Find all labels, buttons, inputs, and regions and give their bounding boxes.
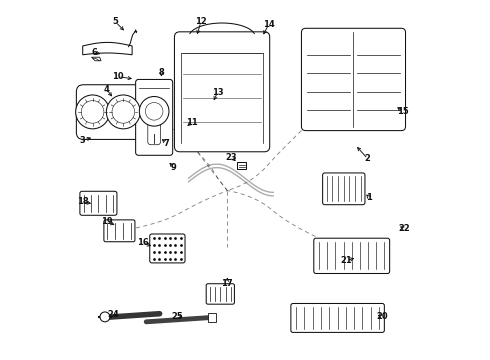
- Text: 21: 21: [341, 256, 352, 265]
- Text: 22: 22: [398, 224, 410, 233]
- Text: 10: 10: [112, 72, 124, 81]
- FancyBboxPatch shape: [76, 85, 156, 139]
- FancyBboxPatch shape: [80, 191, 117, 215]
- FancyBboxPatch shape: [148, 122, 161, 145]
- Circle shape: [106, 95, 140, 129]
- Text: 23: 23: [225, 153, 237, 162]
- Text: 4: 4: [104, 85, 110, 94]
- Text: 13: 13: [212, 88, 223, 97]
- Text: 15: 15: [397, 107, 409, 116]
- FancyBboxPatch shape: [322, 173, 365, 205]
- Text: 9: 9: [171, 163, 176, 172]
- FancyBboxPatch shape: [174, 32, 270, 152]
- Text: 5: 5: [113, 17, 119, 26]
- Text: 24: 24: [107, 310, 119, 319]
- FancyBboxPatch shape: [104, 220, 135, 242]
- Text: 12: 12: [195, 17, 207, 26]
- Text: 7: 7: [164, 139, 170, 148]
- Circle shape: [100, 312, 110, 322]
- Circle shape: [75, 95, 110, 129]
- FancyBboxPatch shape: [150, 234, 185, 263]
- Circle shape: [146, 103, 163, 120]
- FancyBboxPatch shape: [206, 284, 234, 304]
- Text: 1: 1: [366, 193, 372, 202]
- Text: 2: 2: [365, 154, 371, 163]
- Text: 6: 6: [91, 48, 97, 57]
- Polygon shape: [83, 42, 132, 55]
- Text: 14: 14: [263, 19, 275, 28]
- Text: 25: 25: [172, 312, 183, 321]
- Circle shape: [139, 96, 169, 126]
- FancyBboxPatch shape: [314, 238, 390, 274]
- Text: 18: 18: [77, 197, 89, 206]
- Text: 11: 11: [186, 118, 198, 127]
- Text: 19: 19: [101, 217, 113, 226]
- Text: 16: 16: [137, 238, 148, 247]
- Circle shape: [112, 101, 135, 123]
- FancyBboxPatch shape: [291, 303, 384, 332]
- Text: 8: 8: [158, 68, 164, 77]
- FancyBboxPatch shape: [136, 80, 172, 155]
- Polygon shape: [92, 57, 101, 61]
- Bar: [208, 313, 216, 322]
- Text: 17: 17: [221, 279, 232, 288]
- FancyBboxPatch shape: [301, 28, 406, 131]
- Bar: [237, 162, 246, 170]
- Circle shape: [81, 101, 104, 123]
- Text: 3: 3: [79, 136, 85, 145]
- Text: 20: 20: [377, 312, 389, 321]
